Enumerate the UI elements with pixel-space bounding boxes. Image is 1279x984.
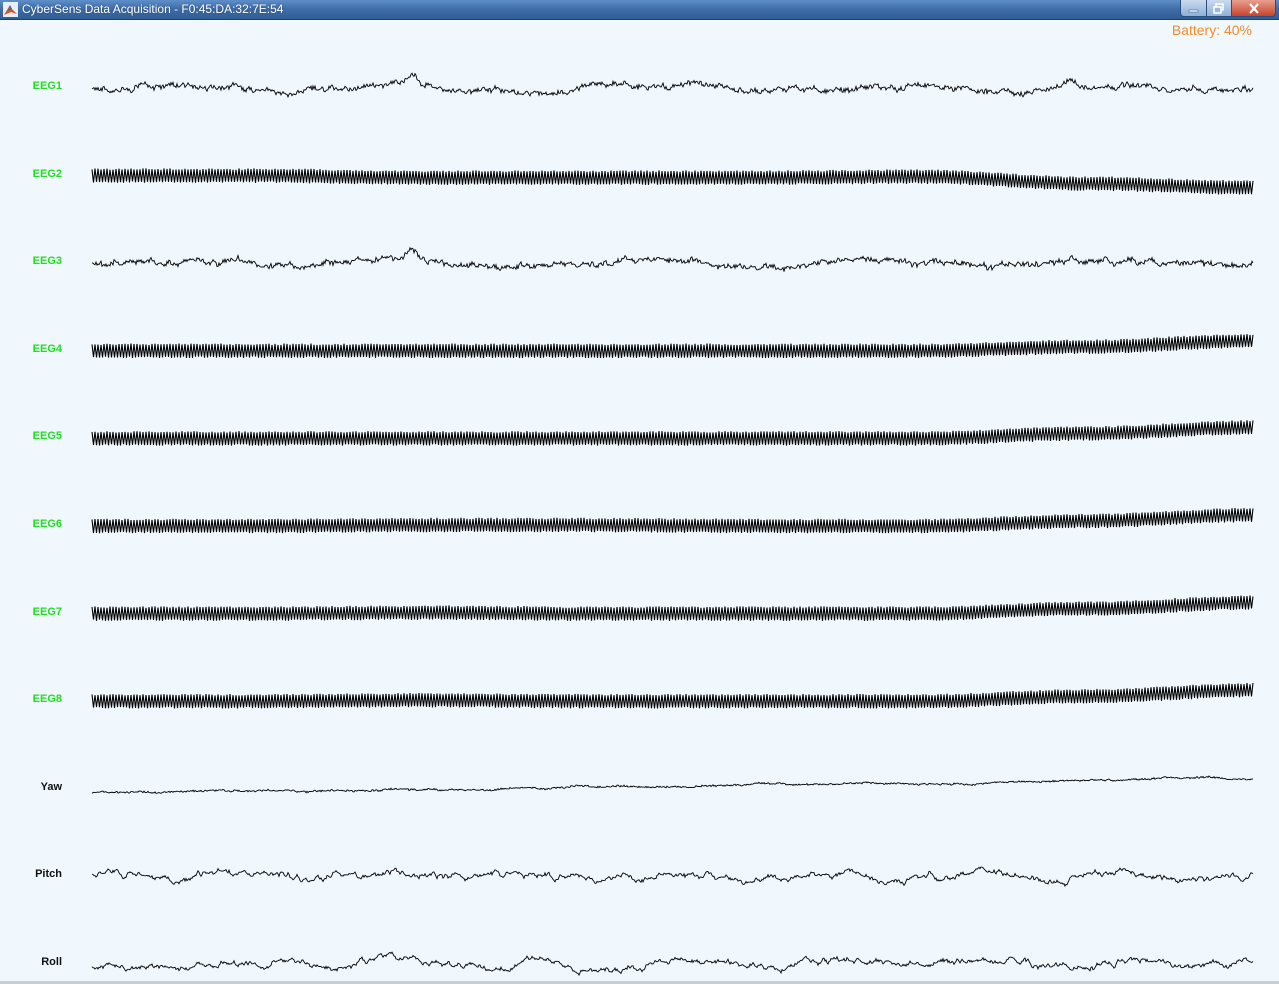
trace-eeg2 bbox=[92, 168, 1253, 194]
trace-eeg6 bbox=[92, 508, 1253, 533]
trace-eeg8 bbox=[92, 683, 1253, 708]
trace-yaw bbox=[92, 776, 1253, 794]
trace-eeg4 bbox=[92, 334, 1253, 358]
trace-eeg7 bbox=[92, 596, 1253, 621]
trace-pitch bbox=[92, 867, 1253, 886]
trace-roll bbox=[92, 952, 1253, 975]
trace-eeg3 bbox=[92, 248, 1253, 272]
trace-eeg1 bbox=[92, 73, 1253, 97]
trace-eeg5 bbox=[92, 420, 1253, 445]
